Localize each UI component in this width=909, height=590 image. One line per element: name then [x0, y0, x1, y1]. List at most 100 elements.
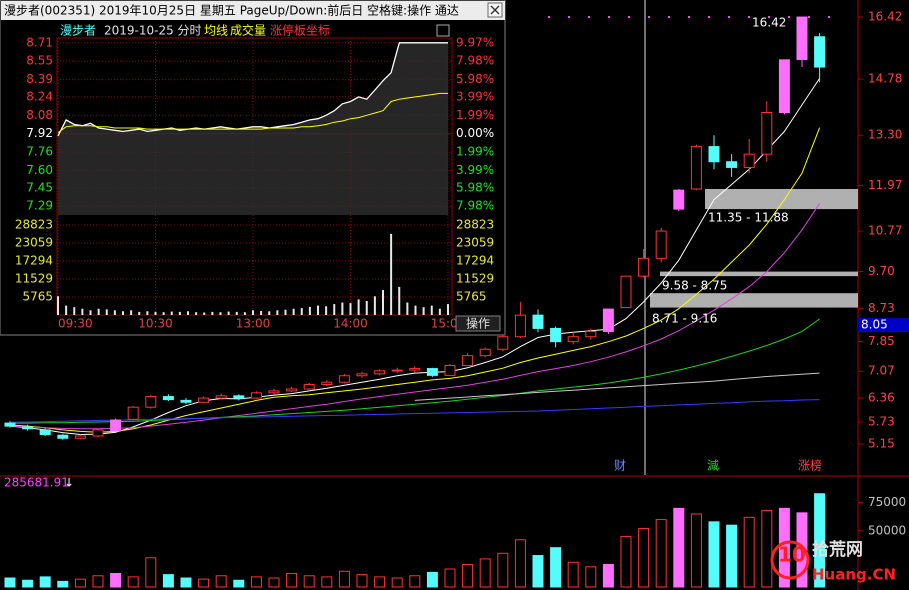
- gap-box: [705, 189, 858, 210]
- volume-bar: [708, 521, 720, 588]
- volume-bar: [198, 578, 210, 588]
- volume-bar: [276, 310, 279, 315]
- volume-bar: [743, 516, 755, 588]
- pct-tick-label: 5.98%: [456, 180, 494, 194]
- y-tick-label: 7.45: [26, 180, 53, 194]
- y-tick-label: 8.39: [26, 72, 53, 86]
- y-tick-label: 7.85: [868, 334, 895, 348]
- volume-bar: [357, 299, 360, 315]
- y-tick-label: 6.36: [868, 391, 895, 405]
- candle-body: [268, 390, 280, 394]
- candle-body: [145, 396, 157, 408]
- volume-bar: [338, 570, 350, 588]
- pct-tick-label: 3.99%: [456, 163, 494, 177]
- x-tick-label: 09:30: [58, 317, 93, 331]
- price-marker-box: [858, 318, 909, 333]
- date-label: 2019-10-25 分时: [104, 24, 202, 38]
- window-title: 漫步者(002351) 2019年10月25日 星期五 PageUp/Down:…: [4, 3, 459, 18]
- candle-body: [479, 348, 491, 357]
- volume-bar: [398, 286, 401, 315]
- annotation: 16.42: [752, 16, 786, 30]
- candle-body: [22, 426, 34, 430]
- volume-bar: [325, 306, 328, 315]
- volume-bar: [227, 311, 230, 315]
- annotation: 8.71 - 9.16: [652, 312, 717, 326]
- volume-bar: [65, 305, 68, 315]
- volume-tick-label: 50000: [868, 523, 906, 537]
- y-tick-label: 7.29: [26, 199, 53, 213]
- marker-dot: [668, 16, 670, 18]
- volume-bar: [250, 576, 262, 588]
- volume-bar: [430, 305, 433, 315]
- volume-bar: [374, 576, 386, 588]
- volume-bar: [130, 310, 133, 315]
- marker-dot: [828, 16, 830, 18]
- annotation: 9.58 - 8.75: [662, 279, 727, 293]
- marker-dot: [708, 16, 710, 18]
- volume-bar: [215, 575, 227, 588]
- candle-body: [110, 419, 122, 432]
- volume-bar: [373, 296, 376, 315]
- volume-bar: [497, 552, 509, 588]
- volume-bar: [406, 302, 409, 315]
- volume-bar: [292, 308, 295, 315]
- event-marker[interactable]: 财: [614, 459, 626, 473]
- candle-body: [726, 161, 738, 168]
- volume-bar: [356, 574, 368, 588]
- y-tick-label: 8.08: [26, 108, 53, 122]
- marker-dot: [688, 16, 690, 18]
- y-tick-label: 11.97: [868, 178, 902, 192]
- volume-bar: [409, 575, 421, 588]
- volume-bar: [260, 310, 263, 315]
- volume-bar: [81, 308, 84, 315]
- volume-bar: [585, 566, 597, 588]
- volume-bar: [203, 312, 206, 315]
- volume-bar: [252, 310, 254, 315]
- pct-tick-label: 9.97%: [456, 35, 494, 49]
- marker-dot: [548, 16, 550, 18]
- candle-body: [497, 336, 509, 350]
- average-line: [57, 92, 448, 134]
- event-marker[interactable]: 減: [707, 458, 719, 473]
- moving-average-line: [9, 203, 821, 430]
- candle-body: [708, 146, 720, 163]
- candle-body: [233, 395, 245, 399]
- event-marker[interactable]: 涨榜: [798, 458, 822, 473]
- title-bar: [1, 1, 504, 20]
- close-icon: [490, 5, 500, 15]
- volume-bar: [4, 577, 16, 588]
- candle-body: [655, 230, 667, 259]
- watermark-text: 10: [778, 543, 806, 567]
- candle-body: [409, 368, 421, 371]
- volume-bar: [170, 311, 173, 315]
- y-tick-label: 14.78: [868, 72, 902, 86]
- volume-bar: [462, 564, 474, 588]
- volume-bar: [57, 580, 69, 588]
- y-tick-label: 8.24: [26, 89, 53, 103]
- volume-bar: [655, 519, 667, 588]
- action-button-label[interactable]: 操作: [466, 316, 490, 331]
- volume-bar: [317, 305, 319, 315]
- y-tick-label: 16.42: [868, 10, 902, 24]
- action-button[interactable]: [455, 315, 501, 332]
- volume-bar: [57, 296, 59, 315]
- candle-body: [180, 399, 192, 403]
- symbol: 漫步者: [60, 24, 96, 38]
- volume-label: 285681.91: [4, 476, 69, 490]
- volume-bar: [382, 290, 384, 315]
- volume-bar: [426, 571, 438, 588]
- candle-body: [602, 308, 614, 332]
- candle-body: [585, 330, 597, 338]
- volume-bar: [187, 311, 189, 315]
- moving-average-line: [10, 318, 820, 424]
- y-tick-label: 5.15: [868, 436, 895, 450]
- candle-body: [514, 314, 526, 338]
- marker-dot: [768, 16, 770, 18]
- volume-bar: [438, 308, 441, 315]
- candle-body: [550, 327, 562, 343]
- volume-bar: [620, 535, 632, 588]
- volume-bar: [349, 303, 352, 315]
- candle-body: [4, 422, 16, 427]
